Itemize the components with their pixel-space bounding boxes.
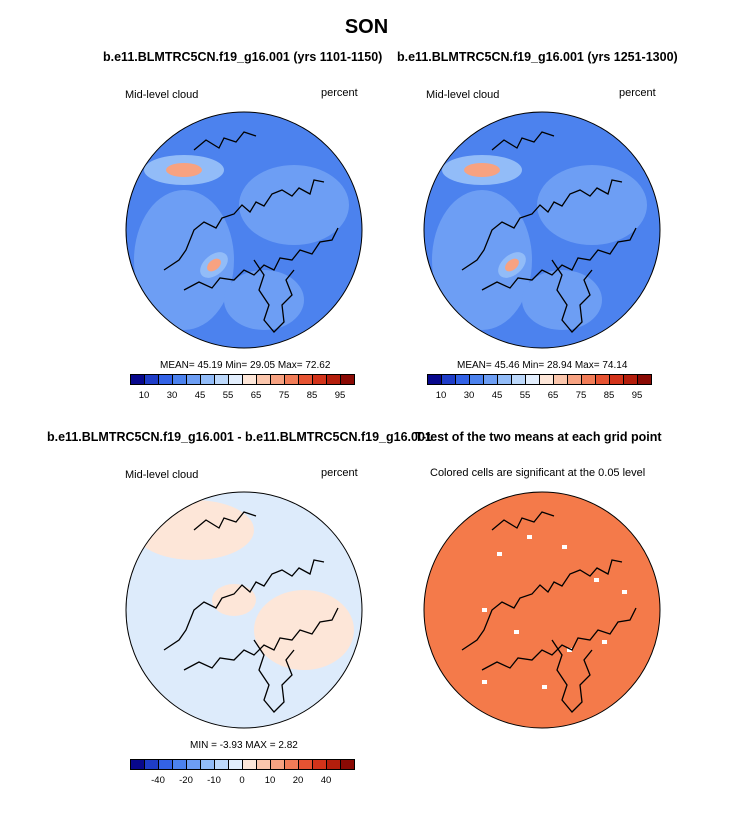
panel-3-stats: MIN = -3.93 MAX = 2.82: [190, 740, 298, 751]
colorbar-tick-label: 75: [575, 390, 587, 401]
colorbar-swatch: [540, 375, 554, 384]
colorbar-swatch: [442, 375, 456, 384]
colorbar-swatch: [313, 375, 327, 384]
panel-1-stats: MEAN= 45.19 Min= 29.05 Max= 72.62: [160, 360, 331, 371]
colorbar-swatch: [327, 375, 341, 384]
panel-3-colorbar: [130, 759, 355, 770]
colorbar-swatch: [173, 375, 187, 384]
colorbar-swatch: [145, 760, 159, 769]
panel-4-significance-label: Colored cells are significant at the 0.0…: [430, 467, 646, 479]
panel-2-units-label: percent: [619, 87, 656, 99]
colorbar-tick-label: 95: [334, 390, 346, 401]
colorbar-swatch: [159, 760, 173, 769]
colorbar-tick-label: -20: [179, 775, 193, 786]
colorbar-swatch: [187, 375, 201, 384]
panel-1-title: b.e11.BLMTRC5CN.f19_g16.001 (yrs 1101-11…: [103, 50, 383, 64]
colorbar-swatch: [526, 375, 540, 384]
colorbar-swatch: [554, 375, 568, 384]
colorbar-swatch: [596, 375, 610, 384]
colorbar-swatch: [215, 375, 229, 384]
colorbar-swatch: [484, 375, 498, 384]
colorbar-swatch: [456, 375, 470, 384]
colorbar-swatch: [271, 760, 285, 769]
colorbar-swatch: [512, 375, 526, 384]
colorbar-tick-label: 10: [138, 390, 150, 401]
panel-2-variable-label: Mid-level cloud: [426, 89, 500, 101]
colorbar-tick-label: 55: [222, 390, 234, 401]
colorbar-tick-label: 65: [547, 390, 559, 401]
colorbar-tick-label: 45: [491, 390, 503, 401]
colorbar-tick-label: 30: [166, 390, 178, 401]
figure-title: SON: [344, 16, 389, 38]
panel-2-title: b.e11.BLMTRC5CN.f19_g16.001 (yrs 1251-13…: [397, 50, 678, 64]
colorbar-tick-label: 85: [603, 390, 615, 401]
colorbar-swatch: [271, 375, 285, 384]
colorbar-swatch: [243, 760, 257, 769]
colorbar-swatch: [428, 375, 442, 384]
colorbar-tick-label: -10: [207, 775, 221, 786]
panel-1-variable-label: Mid-level cloud: [125, 89, 199, 101]
colorbar-swatch: [624, 375, 638, 384]
panel-2-colorbar: [427, 374, 652, 385]
colorbar-tick-label: 95: [631, 390, 643, 401]
panel-3-polar-map: [125, 491, 363, 729]
colorbar-tick-label: 55: [519, 390, 531, 401]
colorbar-swatch: [299, 375, 313, 384]
colorbar-swatch: [201, 375, 215, 384]
colorbar-swatch: [229, 375, 243, 384]
colorbar-swatch: [582, 375, 596, 384]
colorbar-swatch: [285, 760, 299, 769]
colorbar-swatch: [173, 760, 187, 769]
colorbar-tick-label: 20: [292, 775, 304, 786]
colorbar-swatch: [638, 375, 651, 384]
panel-3-colorbar-ticks: -40 -20 -10 0 10 20 40: [130, 775, 355, 787]
colorbar-swatch: [470, 375, 484, 384]
colorbar-tick-label: 40: [320, 775, 332, 786]
panel-1-colorbar-ticks: 10 30 45 55 65 75 85 95: [130, 390, 355, 402]
colorbar-swatch: [131, 375, 145, 384]
colorbar-swatch: [313, 760, 327, 769]
panel-4-polar-map: [423, 491, 661, 729]
colorbar-swatch: [568, 375, 582, 384]
colorbar-tick-label: 45: [194, 390, 206, 401]
colorbar-swatch: [187, 760, 201, 769]
colorbar-swatch: [257, 375, 271, 384]
panel-3-variable-label: Mid-level cloud: [125, 469, 199, 481]
colorbar-tick-label: -40: [151, 775, 165, 786]
panel-2-stats: MEAN= 45.46 Min= 28.94 Max= 74.14: [457, 360, 628, 371]
colorbar-swatch: [341, 375, 354, 384]
panel-3-units-label: percent: [321, 467, 358, 479]
colorbar-swatch: [498, 375, 512, 384]
colorbar-swatch: [341, 760, 354, 769]
colorbar-tick-label: 30: [463, 390, 475, 401]
colorbar-swatch: [159, 375, 173, 384]
colorbar-tick-label: 10: [435, 390, 447, 401]
colorbar-tick-label: 0: [239, 775, 245, 786]
colorbar-swatch: [215, 760, 229, 769]
colorbar-swatch: [299, 760, 313, 769]
colorbar-swatch: [201, 760, 215, 769]
panel-2-colorbar-ticks: 10 30 45 55 65 75 85 95: [427, 390, 652, 402]
colorbar-tick-label: 85: [306, 390, 318, 401]
panel-4-title: T-test of the two means at each grid poi…: [415, 430, 662, 444]
colorbar-swatch: [610, 375, 624, 384]
panel-2-polar-map: [423, 111, 661, 349]
colorbar-tick-label: 10: [264, 775, 276, 786]
colorbar-swatch: [131, 760, 145, 769]
colorbar-swatch: [229, 760, 243, 769]
panel-1-units-label: percent: [321, 87, 358, 99]
colorbar-swatch: [327, 760, 341, 769]
panel-3-title: b.e11.BLMTRC5CN.f19_g16.001 - b.e11.BLMT…: [47, 430, 432, 444]
colorbar-swatch: [243, 375, 257, 384]
colorbar-swatch: [257, 760, 271, 769]
colorbar-swatch: [285, 375, 299, 384]
panel-1-colorbar: [130, 374, 355, 385]
colorbar-swatch: [145, 375, 159, 384]
panel-1-polar-map: [125, 111, 363, 349]
colorbar-tick-label: 65: [250, 390, 262, 401]
colorbar-tick-label: 75: [278, 390, 290, 401]
